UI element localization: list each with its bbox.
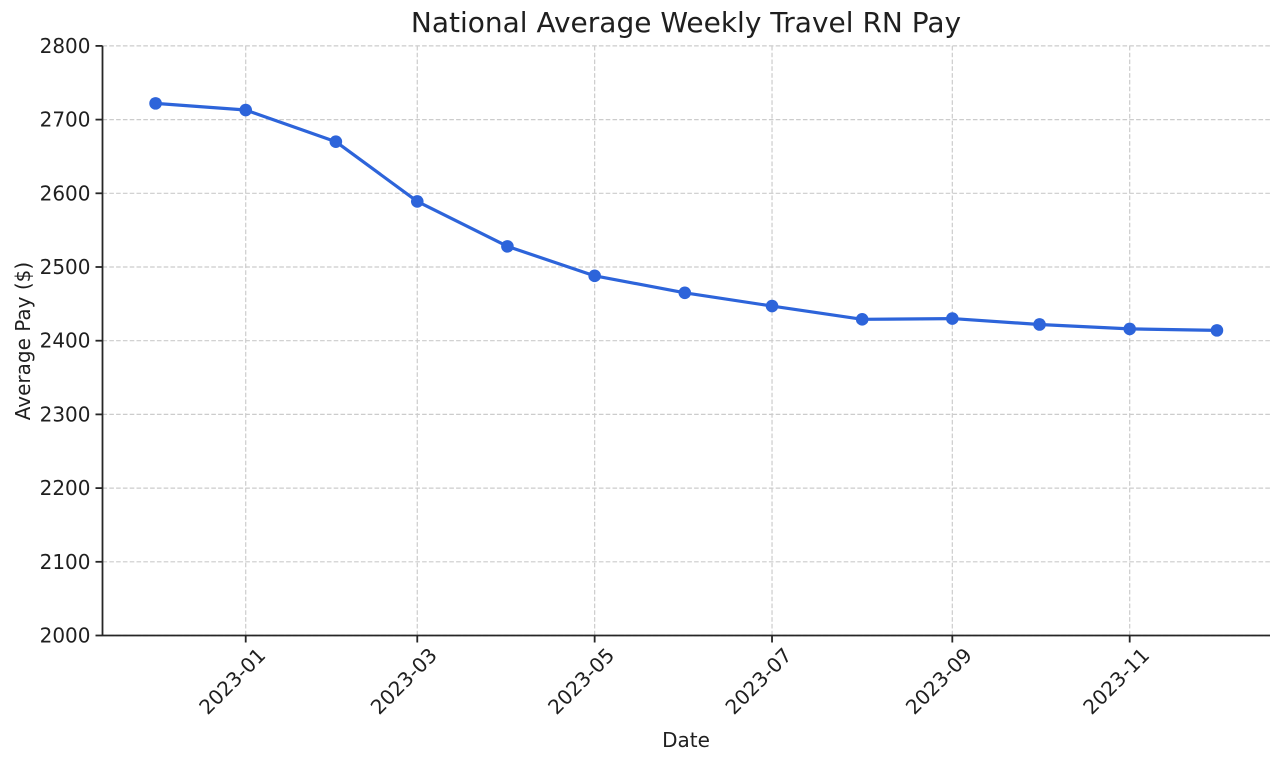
y-axis-label: Average Pay ($) [11, 262, 35, 420]
data-point [1123, 322, 1136, 336]
chart-title: National Average Weekly Travel RN Pay [411, 6, 961, 39]
data-point [855, 313, 869, 326]
data-point [501, 240, 514, 253]
x-tick-label: 2023-01 [194, 643, 270, 719]
x-tick-label: 2023-11 [1078, 643, 1154, 719]
x-tick-label: 2023-03 [366, 643, 442, 719]
data-point [239, 103, 253, 117]
data-point [1033, 318, 1046, 331]
data-point [588, 269, 601, 283]
x-axis-label: Date [662, 728, 710, 752]
y-tick-label: 2800 [40, 34, 91, 58]
pay-series [149, 97, 1224, 337]
data-point [946, 312, 959, 325]
y-tick-label: 2500 [40, 255, 91, 279]
y-tick-label: 2200 [40, 476, 91, 500]
y-tick-label: 2700 [40, 108, 91, 132]
x-tick-label: 2023-05 [543, 643, 619, 719]
y-tick-label: 2000 [40, 624, 91, 648]
y-tick-label: 2600 [40, 181, 91, 205]
data-point [329, 135, 343, 149]
tick-labels: 2000 2100 2200 2300 2400 2500 2600 2700 2800 2023… [40, 34, 1155, 719]
data-point [410, 195, 424, 208]
x-tick-label: 2023-09 [901, 643, 977, 719]
data-point [1210, 324, 1224, 337]
y-tick-label: 2300 [40, 402, 91, 426]
gridlines [102, 45, 1270, 637]
x-tick-label: 2023-07 [720, 643, 796, 719]
data-point [765, 299, 779, 313]
data-point [678, 286, 692, 300]
y-tick-label: 2100 [40, 550, 91, 574]
axes [95, 45, 1270, 643]
y-tick-label: 2400 [40, 329, 91, 353]
data-point [149, 97, 162, 110]
